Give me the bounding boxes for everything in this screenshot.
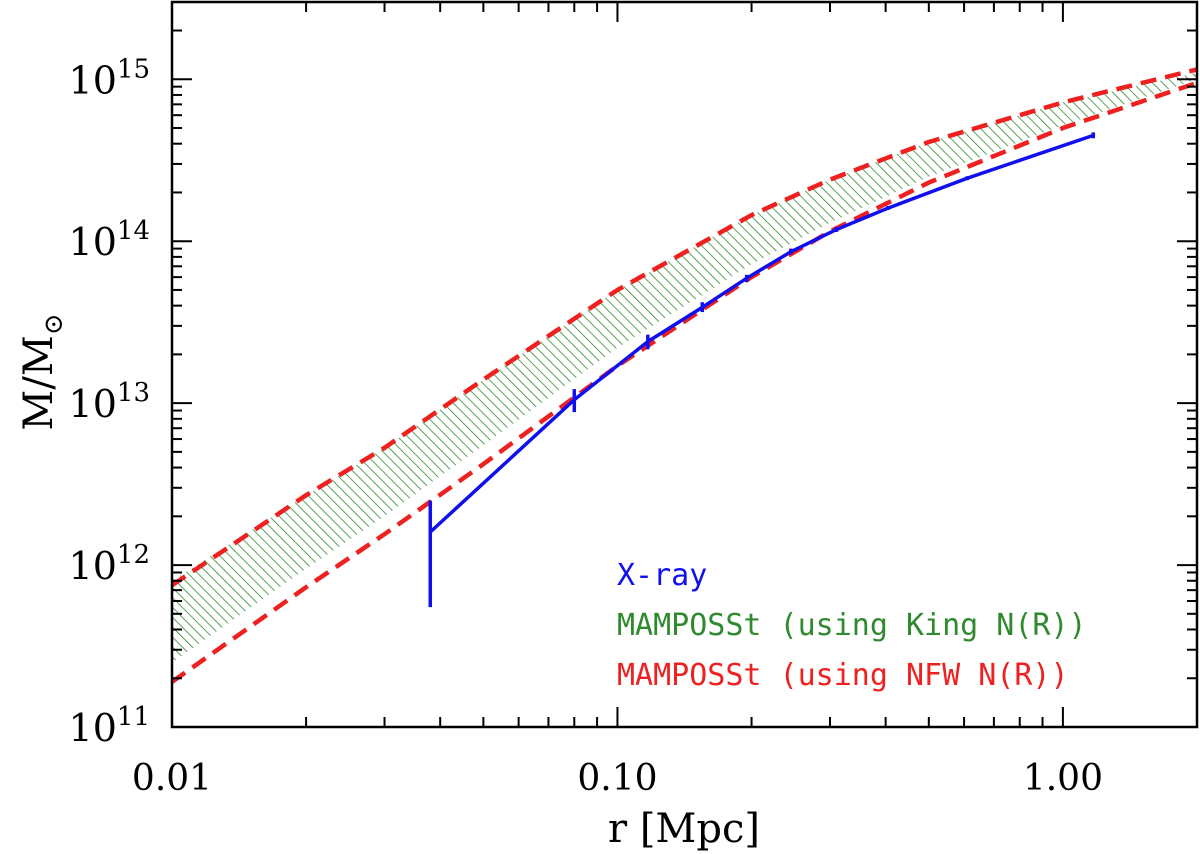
xray-point [646, 339, 650, 344]
y-tick-label: 1013 [69, 378, 150, 426]
x-axis-label: r [Mpc] [608, 806, 760, 852]
xray-point [572, 397, 577, 402]
xray-line [429, 133, 1094, 534]
xray-point [834, 227, 839, 232]
y-tick-base: 10 [69, 220, 117, 264]
y-tick-base: 10 [69, 382, 117, 426]
x-tick-label: 1.00 [1023, 758, 1103, 799]
y-axis-label: M/M⊙ [16, 313, 69, 430]
y-tick-base: 10 [69, 706, 117, 750]
y-axis-label-subscript: ⊙ [39, 313, 69, 335]
y-tick-exponent: 11 [117, 702, 150, 732]
legend-item: MAMPOSSt (using NFW N(R)) [617, 658, 1069, 693]
y-tick-base: 10 [69, 58, 117, 102]
xray-point [1091, 133, 1096, 138]
y-tick-exponent: 15 [117, 54, 150, 84]
plot-frame [170, 0, 1199, 729]
y-tick-exponent: 12 [117, 540, 150, 570]
xray-point [428, 530, 433, 534]
y-tick-label: 1012 [69, 540, 150, 588]
xray-point [886, 206, 890, 210]
y-axis-label-main: M/M [16, 335, 62, 430]
nfw-upper-curve [172, 67, 1197, 588]
xray-point [965, 176, 970, 180]
y-tick-exponent: 14 [117, 216, 150, 246]
y-tick-label: 1015 [69, 54, 150, 102]
x-tick-label: 0.01 [132, 758, 212, 799]
xray-point [744, 276, 749, 281]
x-tick-label: 0.10 [577, 758, 657, 799]
y-tick-base: 10 [69, 544, 117, 588]
legend-item: MAMPOSSt (using King N(R)) [617, 608, 1087, 643]
legend-item: X-ray [617, 558, 707, 593]
xray-point [700, 305, 705, 310]
y-tick-label: 1011 [69, 702, 150, 750]
y-tick-label: 1014 [69, 216, 150, 264]
xray-point [789, 250, 793, 254]
nfw-lower-curve [172, 80, 1197, 684]
y-tick-exponent: 13 [117, 378, 150, 408]
